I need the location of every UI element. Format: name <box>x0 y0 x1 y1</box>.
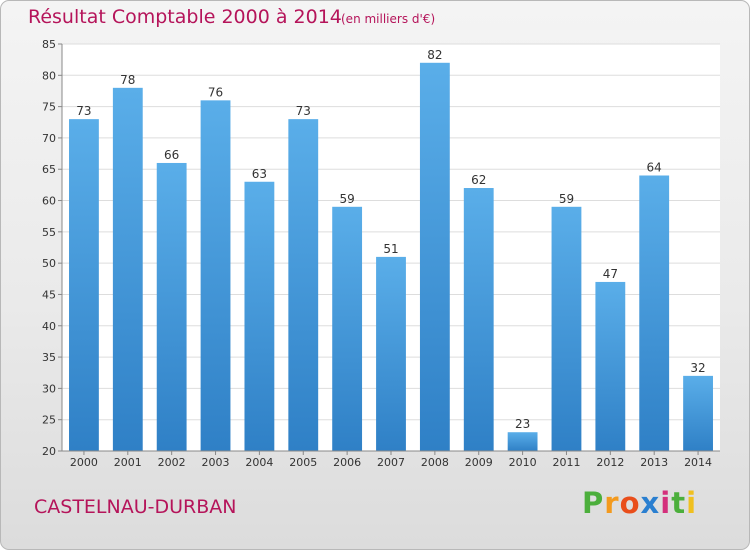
bar-2002 <box>156 162 187 451</box>
x-tick-label-2005: 2005 <box>289 456 317 469</box>
x-tick-label-2013: 2013 <box>640 456 668 469</box>
commune-name: CASTELNAU-DURBAN <box>34 496 237 518</box>
bar-2000 <box>69 119 99 451</box>
data-label-2002: 66 <box>164 148 179 162</box>
bar-2014 <box>683 375 713 451</box>
y-tick-label: 25 <box>42 414 56 427</box>
logo-letter: t <box>671 486 687 520</box>
data-label-2007: 51 <box>383 242 398 256</box>
bar-2013 <box>639 175 670 451</box>
data-label-2000: 73 <box>76 104 91 118</box>
logo-letter: x <box>640 486 661 520</box>
x-tick-label-2000: 2000 <box>70 456 98 469</box>
logo-letter: o <box>619 486 641 520</box>
x-tick-label-2006: 2006 <box>333 456 361 469</box>
x-tick-label-2010: 2010 <box>509 456 537 469</box>
proxiti-logo: Proxiti <box>582 486 697 520</box>
y-tick-label: 55 <box>42 226 56 239</box>
x-tick-label-2002: 2002 <box>158 456 186 469</box>
bar-2012 <box>595 281 626 451</box>
y-tick-label: 75 <box>42 101 56 114</box>
x-tick-label-2004: 2004 <box>245 456 273 469</box>
logo-letter: r <box>604 486 620 520</box>
y-tick-label: 65 <box>42 163 56 176</box>
x-tick-label-2014: 2014 <box>684 456 712 469</box>
y-tick-label: 50 <box>42 257 56 270</box>
y-tick-label: 40 <box>42 320 56 333</box>
y-tick-label: 30 <box>42 382 56 395</box>
bar-2011 <box>551 206 582 451</box>
y-tick-label: 85 <box>42 38 56 51</box>
x-tick-label-2003: 2003 <box>202 456 230 469</box>
data-label-2011: 59 <box>559 192 574 206</box>
logo-letter: i <box>686 486 698 520</box>
y-tick-label: 20 <box>42 445 56 458</box>
chart-subtitle: (en milliers d'€) <box>341 12 436 26</box>
data-label-2012: 47 <box>603 267 618 281</box>
data-label-2013: 64 <box>647 160 662 174</box>
x-tick-label-2011: 2011 <box>552 456 580 469</box>
axes: 20 25 30 35 40 45 50 55 60 65 70 75 80 85 2000 2001 2002… <box>42 38 720 469</box>
bars: 73 78 66 76 63 73 59 51 82 62 23 59 47 64 32 <box>69 48 713 452</box>
bar-2001 <box>112 87 143 451</box>
bar-2005 <box>288 119 319 451</box>
y-tick-label: 45 <box>42 288 56 301</box>
data-label-2009: 62 <box>471 173 486 187</box>
y-tick-label: 60 <box>42 195 56 208</box>
bar-2006 <box>332 206 363 451</box>
bar-2003 <box>200 100 231 451</box>
y-tick-label: 35 <box>42 351 56 364</box>
chart-title: Résultat Comptable 2000 à 2014 <box>28 6 342 28</box>
data-label-2005: 73 <box>296 104 311 118</box>
bar-2008 <box>419 62 450 452</box>
bar-2010 <box>507 432 538 451</box>
data-label-2014: 32 <box>690 361 705 375</box>
data-label-2004: 63 <box>252 167 267 181</box>
x-tick-label-2012: 2012 <box>596 456 624 469</box>
data-label-2010: 23 <box>515 417 530 431</box>
y-tick-label: 70 <box>42 132 56 145</box>
y-tick-label: 80 <box>42 69 56 82</box>
data-label-2006: 59 <box>339 192 354 206</box>
x-tick-label-2009: 2009 <box>465 456 493 469</box>
data-label-2003: 76 <box>208 85 223 99</box>
x-tick-label-2001: 2001 <box>114 456 142 469</box>
bar-2007 <box>376 256 406 451</box>
bar-2004 <box>244 181 275 451</box>
data-label-2008: 82 <box>427 48 442 62</box>
logo-letter: i <box>660 486 672 520</box>
x-tick-label-2008: 2008 <box>421 456 449 469</box>
logo-letter: P <box>582 486 605 520</box>
bar-2009 <box>463 188 494 451</box>
x-tick-label-2007: 2007 <box>377 456 405 469</box>
data-label-2001: 78 <box>120 73 135 87</box>
